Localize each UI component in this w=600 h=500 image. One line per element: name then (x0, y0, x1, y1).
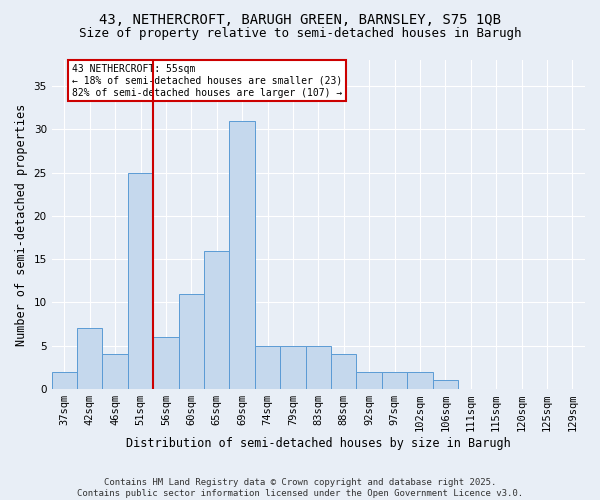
X-axis label: Distribution of semi-detached houses by size in Barugh: Distribution of semi-detached houses by … (126, 437, 511, 450)
Text: Contains HM Land Registry data © Crown copyright and database right 2025.
Contai: Contains HM Land Registry data © Crown c… (77, 478, 523, 498)
Text: 43 NETHERCROFT: 55sqm
← 18% of semi-detached houses are smaller (23)
82% of semi: 43 NETHERCROFT: 55sqm ← 18% of semi-deta… (72, 64, 342, 98)
Bar (179, 294, 204, 389)
Bar (52, 372, 77, 389)
Bar (356, 372, 382, 389)
Bar (433, 380, 458, 389)
Bar (305, 346, 331, 389)
Text: Size of property relative to semi-detached houses in Barugh: Size of property relative to semi-detach… (79, 28, 521, 40)
Bar (204, 250, 229, 389)
Text: 43, NETHERCROFT, BARUGH GREEN, BARNSLEY, S75 1QB: 43, NETHERCROFT, BARUGH GREEN, BARNSLEY,… (99, 12, 501, 26)
Bar (77, 328, 103, 389)
Bar (153, 337, 179, 389)
Bar (280, 346, 305, 389)
Bar (331, 354, 356, 389)
Bar (382, 372, 407, 389)
Bar (229, 120, 255, 389)
Bar (128, 172, 153, 389)
Bar (255, 346, 280, 389)
Bar (103, 354, 128, 389)
Y-axis label: Number of semi-detached properties: Number of semi-detached properties (15, 104, 28, 346)
Bar (407, 372, 433, 389)
